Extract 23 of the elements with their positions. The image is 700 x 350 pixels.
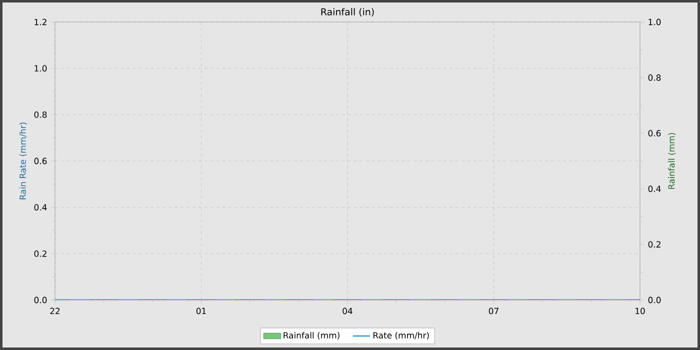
text: 0.0 (34, 296, 47, 304)
y2-tick-label: 0.2 (648, 241, 660, 248)
y-tick-label: 0.4 (34, 204, 47, 211)
x-tick-label: 10 (636, 308, 645, 314)
text: 1.0 (648, 18, 661, 26)
y2-tick-label: 0.8 (648, 74, 661, 81)
y-tick-label: 0.6 (34, 158, 47, 164)
x-tick-label: 01 (196, 308, 206, 314)
legend-label: Rainfall (mm) (284, 332, 340, 340)
y2-axis-title: Rainfall (mm) (668, 133, 676, 189)
text: 1.0 (34, 65, 47, 72)
chart-title: Rainfall (in) (321, 8, 374, 16)
y-tick-label: 1.2 (34, 18, 46, 26)
text: 0.0 (648, 296, 661, 304)
x-tick-label: 07 (488, 308, 498, 314)
y-axis-title: Rain Rate (mm/hr) (19, 122, 27, 200)
x-tick-label: 22 (50, 308, 60, 314)
y-tick-label: 0.2 (34, 250, 46, 257)
y2-tick-label: 0.4 (648, 186, 661, 192)
y2-tick-label: 0.6 (648, 130, 661, 136)
legend-label: Rate (mm/hr) (373, 332, 429, 340)
y-tick-label: 0.8 (34, 111, 47, 118)
x-tick-label: 04 (342, 308, 352, 314)
